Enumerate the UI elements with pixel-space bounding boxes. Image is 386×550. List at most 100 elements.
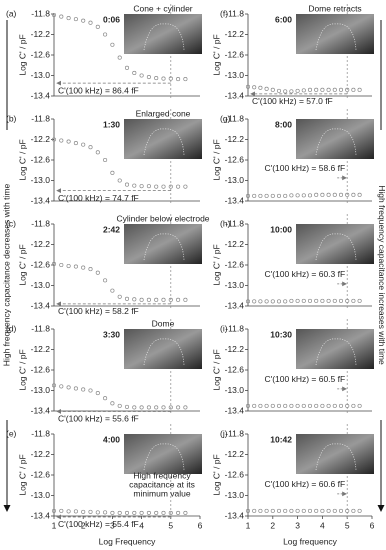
data-point: [320, 298, 325, 303]
data-point: [245, 299, 251, 304]
y-tick-label: -12.2: [225, 29, 245, 39]
data-point: [117, 178, 122, 183]
y-tick-label: -12.2: [31, 239, 51, 249]
data-point: [59, 384, 64, 389]
data-point: [73, 264, 78, 269]
data-point: [351, 87, 356, 92]
data-point: [139, 510, 144, 515]
image-title: Dome retracts: [308, 3, 361, 13]
y-tick-label: -12.6: [31, 364, 51, 374]
data-point: [176, 405, 181, 410]
y-tick-label: -12.6: [225, 49, 245, 59]
y-tick-label: -13.0: [225, 280, 245, 290]
data-point: [168, 297, 173, 302]
data-point: [66, 509, 71, 514]
time-label: 1:30: [103, 119, 120, 129]
data-point: [338, 192, 344, 197]
data-point: [168, 76, 173, 81]
x-tick-label: 3: [110, 520, 115, 530]
y-tick-label: -12.6: [225, 469, 245, 479]
data-point: [307, 508, 313, 513]
y-tick-label: -11.8: [225, 323, 244, 333]
x-tick-label: 2: [81, 520, 86, 530]
data-point: [176, 297, 181, 302]
data-point: [314, 192, 319, 197]
panel-label: (d): [6, 323, 17, 333]
data-point: [88, 145, 93, 150]
annotation: C'(100 kHz) = 60.6 fF: [264, 479, 345, 489]
data-point: [154, 184, 159, 189]
data-point: [289, 193, 294, 198]
data-point: [345, 403, 350, 408]
data-point: [326, 298, 331, 303]
data-point: [245, 193, 251, 198]
y-tick-label: -13.0: [31, 490, 51, 500]
data-point: [307, 87, 313, 92]
y-axis-label: Log C' / pF: [17, 139, 27, 180]
data-point: [176, 184, 181, 189]
micrograph: [124, 224, 202, 264]
data-point: [139, 184, 144, 189]
side-label: High frequency capacitance increases wit…: [377, 185, 386, 365]
data-point: [332, 508, 337, 513]
panel-label: (a): [6, 8, 17, 18]
y-axis-label: Log C' / pF: [17, 244, 27, 285]
data-point: [258, 508, 263, 513]
data-point: [314, 87, 319, 92]
data-point: [276, 508, 282, 513]
x-tick-label: 6: [198, 520, 203, 530]
data-point: [103, 396, 108, 401]
micrograph: [124, 119, 202, 159]
data-point: [307, 193, 313, 198]
data-point: [88, 20, 93, 25]
y-tick-label: -12.2: [31, 29, 51, 39]
data-point: [345, 192, 350, 197]
side-label-bg: [376, 130, 386, 420]
data-point: [295, 508, 300, 513]
y-axis-label: Log C' / pF: [211, 34, 221, 75]
data-point: [132, 70, 137, 75]
data-point: [258, 85, 263, 90]
data-point: [295, 88, 300, 93]
annotation: C'(100 kHz) = 58.6 fF: [264, 163, 345, 173]
data-point: [357, 508, 362, 513]
data-point: [139, 297, 144, 302]
data-point: [345, 508, 350, 513]
data-point: [110, 288, 115, 293]
data-point: [88, 388, 93, 393]
data-point: [81, 509, 86, 514]
data-point: [146, 184, 151, 189]
y-tick-label: -13.0: [225, 385, 245, 395]
data-point: [176, 510, 181, 515]
y-tick-label: -13.4: [225, 510, 245, 520]
panel-label: (i): [220, 323, 228, 333]
data-point: [270, 403, 275, 408]
y-tick-label: -12.2: [225, 134, 245, 144]
data-point: [245, 403, 251, 408]
data-point: [258, 403, 263, 408]
data-point: [314, 298, 319, 303]
data-point: [332, 403, 337, 408]
time-label: 4:00: [103, 434, 120, 444]
data-point: [320, 403, 325, 408]
data-point: [283, 403, 288, 408]
data-point: [59, 262, 64, 268]
data-point: [283, 299, 288, 304]
data-point: [264, 86, 269, 91]
note: High frequency: [133, 470, 191, 480]
panel-label: (e): [6, 428, 17, 438]
data-point: [146, 74, 151, 80]
data-point: [161, 76, 166, 81]
data-point: [320, 192, 325, 197]
y-axis-label: Log C' / pF: [17, 349, 27, 390]
y-tick-label: -13.0: [31, 70, 51, 80]
y-tick-label: -11.8: [31, 8, 50, 18]
data-point: [161, 297, 166, 302]
data-point: [103, 32, 108, 37]
y-tick-label: -11.8: [31, 113, 50, 123]
data-point: [161, 405, 166, 410]
data-point: [289, 89, 294, 94]
x-tick-label: 3: [295, 520, 300, 530]
image-title: Cone + cylinder: [133, 3, 192, 13]
data-point: [117, 55, 122, 60]
